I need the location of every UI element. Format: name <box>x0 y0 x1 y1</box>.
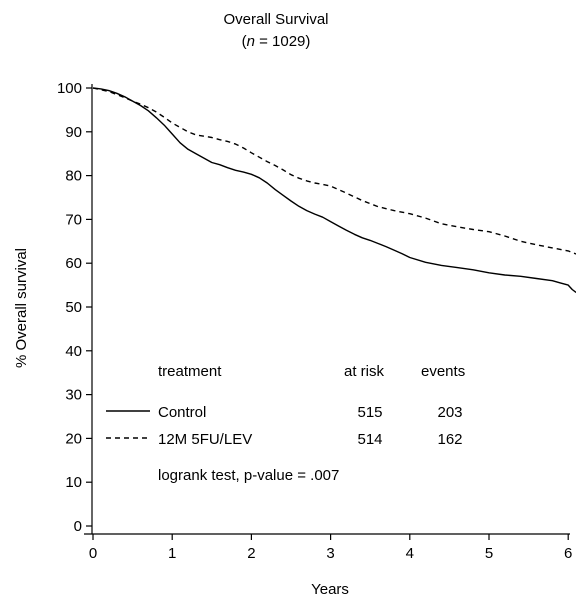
legend-header-at-risk: at risk <box>344 363 385 380</box>
y-tick-label: 100 <box>57 80 82 97</box>
legend-label-treatment: 12M 5FU/LEV <box>158 431 252 448</box>
x-tick-label: 1 <box>168 545 176 562</box>
y-tick-label: 80 <box>65 168 82 185</box>
legend-header-treatment: treatment <box>158 363 222 380</box>
chart-subtitle: (n = 1029) <box>242 33 311 50</box>
legend-at-risk-control: 515 <box>357 404 382 421</box>
y-axis-title: % Overall survival <box>13 248 30 368</box>
series-layer <box>92 87 576 294</box>
y-tick-label: 70 <box>65 211 82 228</box>
y-tick-label: 90 <box>65 124 82 141</box>
legend-events-control: 203 <box>437 404 462 421</box>
legend-header-events: events <box>421 363 465 380</box>
x-tick-label: 2 <box>247 545 255 562</box>
legend-label-control: Control <box>158 404 206 421</box>
ticks: 0 10 20 30 40 50 60 70 80 90 100 0 1 2 3 4 5 6 <box>57 80 572 562</box>
legend: treatment at risk events Control 515 203… <box>106 363 465 484</box>
legend-events-treatment: 162 <box>437 431 462 448</box>
y-tick-label: 0 <box>74 518 82 535</box>
legend-note: logrank test, p-value = .007 <box>158 467 339 484</box>
y-tick-label: 60 <box>65 255 82 272</box>
x-tick-label: 6 <box>564 545 572 562</box>
legend-at-risk-treatment: 514 <box>357 431 382 448</box>
x-tick-label: 5 <box>485 545 493 562</box>
x-tick-label: 4 <box>406 545 414 562</box>
y-tick-label: 40 <box>65 343 82 360</box>
chart-title: Overall Survival <box>223 11 328 28</box>
x-tick-label: 0 <box>89 545 97 562</box>
series-line-5fu-lev <box>92 87 576 255</box>
x-tick-label: 3 <box>326 545 334 562</box>
x-axis-title: Years <box>311 581 349 598</box>
y-tick-label: 50 <box>65 299 82 316</box>
y-tick-label: 10 <box>65 474 82 491</box>
series-line-control <box>92 87 576 294</box>
y-tick-label: 30 <box>65 387 82 404</box>
y-tick-label: 20 <box>65 430 82 447</box>
